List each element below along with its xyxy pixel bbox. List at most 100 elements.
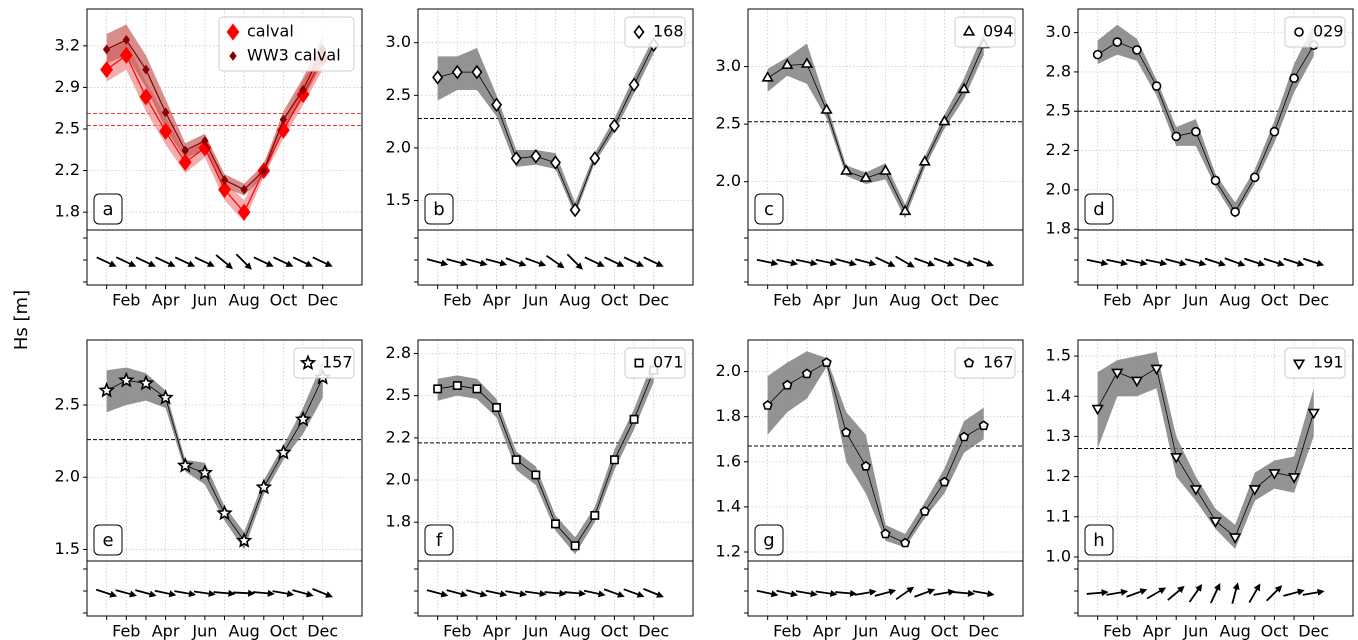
direction-arrow <box>776 258 799 267</box>
y-tick-label: 1.5 <box>1046 346 1071 365</box>
data-point <box>919 506 930 516</box>
data-point <box>100 61 114 79</box>
data-point <box>102 44 111 55</box>
x-tick-label: Jun <box>191 622 217 640</box>
legend-label: 191 <box>1313 353 1344 372</box>
data-point <box>1287 473 1301 484</box>
direction-arrow <box>1283 588 1305 597</box>
direction-arrow <box>1126 588 1148 598</box>
data-point <box>471 64 483 80</box>
data-point <box>1209 517 1222 528</box>
data-point <box>1189 485 1202 496</box>
direction-arrow <box>1106 258 1129 267</box>
uncertainty-band <box>106 361 323 550</box>
data-point <box>139 88 153 106</box>
direction-arrow <box>115 256 137 267</box>
panel-label: d <box>1093 199 1104 220</box>
y-tick-label: 2.2 <box>1046 140 1071 159</box>
direction-arrow <box>155 256 176 267</box>
direction-arrow <box>312 588 333 598</box>
direction-arrow <box>603 588 625 598</box>
data-point <box>157 389 174 405</box>
x-tick-label: Feb <box>1103 622 1131 640</box>
direction-arrow <box>1184 258 1207 267</box>
legend-box <box>624 347 686 379</box>
direction-arrow <box>233 589 256 597</box>
direction-arrow <box>193 590 216 598</box>
y-tick-label: 2.5 <box>1046 101 1071 120</box>
panel-label-box <box>754 193 784 225</box>
data-point <box>938 114 951 126</box>
direction-arrow <box>795 590 818 598</box>
data-point <box>240 184 248 195</box>
direction-arrow <box>1266 585 1283 602</box>
y-tick-label: 1.4 <box>716 496 741 515</box>
legend-box <box>954 347 1016 379</box>
data-point <box>1151 81 1162 91</box>
direction-arrow <box>273 256 294 267</box>
direction-arrow <box>1263 257 1285 267</box>
direction-arrow <box>795 258 818 267</box>
data-point <box>159 122 172 140</box>
direction-arrow <box>973 257 995 267</box>
data-point <box>880 528 891 539</box>
data-point <box>279 114 288 125</box>
y-tick-label: 2.8 <box>386 343 411 362</box>
panel-label: a <box>102 199 113 220</box>
legend-marker <box>963 357 975 368</box>
direction-arrow <box>213 589 236 597</box>
data-point <box>122 34 130 45</box>
data-point <box>879 164 892 175</box>
data-point <box>841 427 852 437</box>
data-point <box>472 384 482 394</box>
direction-arrow <box>1248 583 1261 603</box>
y-tick-label: 2.2 <box>386 427 411 446</box>
data-point <box>958 431 970 442</box>
legend-label: 094 <box>983 22 1014 41</box>
direction-arrow <box>96 256 117 267</box>
data-point <box>1230 207 1240 217</box>
x-tick-label: Aug <box>1220 291 1251 310</box>
data-point <box>860 460 871 471</box>
panel-label-box <box>1084 193 1114 225</box>
uncertainty-band <box>437 358 654 555</box>
direction-arrow <box>194 256 215 267</box>
uncertainty-band <box>767 32 984 219</box>
panel: 1.8 2.0 2.2 2.5 2.8 3.0 029 d Feb Apr Jun Aug Oct Dec <box>1046 8 1354 310</box>
plot-area <box>418 37 693 218</box>
data-point <box>1269 126 1280 137</box>
y-tick-label: 1.8 <box>386 512 411 531</box>
x-tick-label: Feb <box>443 622 471 640</box>
data-point <box>98 381 115 398</box>
direction-arrow <box>154 589 177 598</box>
x-tick-label: Oct <box>601 291 629 310</box>
panel: 2.0 2.5 3.0 094 c Feb Apr Jun Aug Oct Dec <box>716 8 1024 310</box>
x-tick-label: Dec <box>968 622 999 640</box>
direction-arrow <box>426 589 449 598</box>
panel-label-box <box>754 524 784 556</box>
data-point <box>1132 45 1142 55</box>
legend-marker <box>1292 359 1306 371</box>
data-point <box>590 510 600 520</box>
uncertainty-band <box>106 24 323 196</box>
panel-label: c <box>764 199 774 220</box>
data-point <box>452 381 462 391</box>
data-point <box>119 46 133 64</box>
y-tick-label: 2.5 <box>716 114 741 133</box>
direction-arrow <box>933 588 956 596</box>
direction-arrow <box>524 590 547 598</box>
y-tick-label: 1.8 <box>1046 219 1071 238</box>
direction-arrow <box>466 589 488 598</box>
data-point <box>761 71 774 82</box>
y-tick-label: 2.5 <box>55 395 80 414</box>
data-point <box>178 153 192 171</box>
direction-arrow <box>135 256 156 267</box>
data-point <box>432 70 444 85</box>
direction-arrow <box>272 590 295 598</box>
legend-box <box>1284 347 1346 379</box>
direction-arrow <box>854 258 877 267</box>
data-point <box>161 107 170 118</box>
x-tick-label: Jun <box>852 622 878 640</box>
x-tick-label: Oct <box>931 622 959 640</box>
direction-arrow <box>1231 582 1240 604</box>
